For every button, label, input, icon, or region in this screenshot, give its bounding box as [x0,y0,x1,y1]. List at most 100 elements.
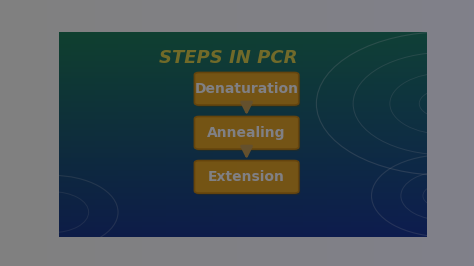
Bar [59,148,427,149]
Bar [59,86,427,87]
Bar [59,189,427,190]
Bar [59,180,427,181]
Bar [59,94,427,95]
Bar [59,140,427,141]
Bar [59,132,427,133]
Bar [59,210,427,211]
Bar [59,232,427,233]
Bar [59,106,427,107]
Bar [59,164,427,165]
Bar [59,116,427,117]
Bar [59,63,427,64]
Bar [59,219,427,220]
Bar [59,114,427,115]
Bar [59,111,427,112]
Bar [59,59,427,60]
Bar [59,90,427,91]
Bar [59,113,427,114]
Bar [59,181,427,182]
Bar [59,156,427,157]
Bar [59,58,427,59]
Bar [59,98,427,99]
Bar [59,100,427,101]
Bar [59,196,427,197]
Bar [59,208,427,209]
Bar [59,146,427,147]
Bar [59,230,427,231]
Bar [59,69,427,70]
Bar [59,49,427,50]
Bar [59,226,427,227]
Bar [59,33,427,34]
Text: STEPS IN PCR: STEPS IN PCR [159,48,298,66]
Bar [59,96,427,97]
Bar [59,204,427,205]
Bar [59,186,427,187]
Bar [59,207,427,208]
Bar [59,225,427,226]
Bar [59,161,427,162]
Bar [59,32,427,33]
Bar [59,173,427,174]
Text: Extension: Extension [208,170,285,184]
Bar [59,149,427,150]
Bar [59,133,427,134]
Bar [59,71,427,72]
Bar [59,147,427,148]
Bar [59,77,427,78]
Bar [59,38,427,39]
Bar [59,200,427,201]
Bar [59,39,427,40]
Bar [59,101,427,102]
Bar [59,72,427,73]
Bar [59,157,427,158]
Bar [59,129,427,130]
Bar [59,155,427,156]
Bar [59,233,427,234]
Bar [59,211,427,212]
Bar [59,102,427,103]
Bar [59,48,427,49]
Bar [59,76,427,77]
Bar [59,93,427,94]
Bar [59,143,427,144]
Bar [59,175,427,176]
Bar [59,184,427,185]
Bar [59,74,427,75]
Bar [59,110,427,111]
Bar [59,104,427,105]
Bar [59,41,427,42]
Bar [59,81,427,82]
Bar [59,91,427,92]
Bar [59,37,427,38]
Bar [59,228,427,229]
Bar [59,134,427,135]
Bar [59,43,427,44]
Bar [59,194,427,195]
Bar [59,65,427,66]
Bar [59,236,427,237]
Bar [59,222,427,223]
Bar [59,35,427,36]
FancyBboxPatch shape [194,117,299,149]
Bar [59,177,427,178]
Bar [59,73,427,74]
Bar [59,190,427,191]
Bar [59,57,427,58]
FancyBboxPatch shape [194,72,299,105]
Bar [59,108,427,109]
Bar [59,216,427,217]
Bar [59,117,427,118]
Bar [59,105,427,106]
Bar [59,66,427,67]
Bar [59,144,427,145]
Bar [59,191,427,192]
Bar [59,162,427,163]
Bar [59,47,427,48]
Bar [59,212,427,213]
Bar [59,54,427,55]
Bar [59,130,427,131]
Bar [59,201,427,202]
Bar [59,195,427,196]
Bar [59,223,427,224]
